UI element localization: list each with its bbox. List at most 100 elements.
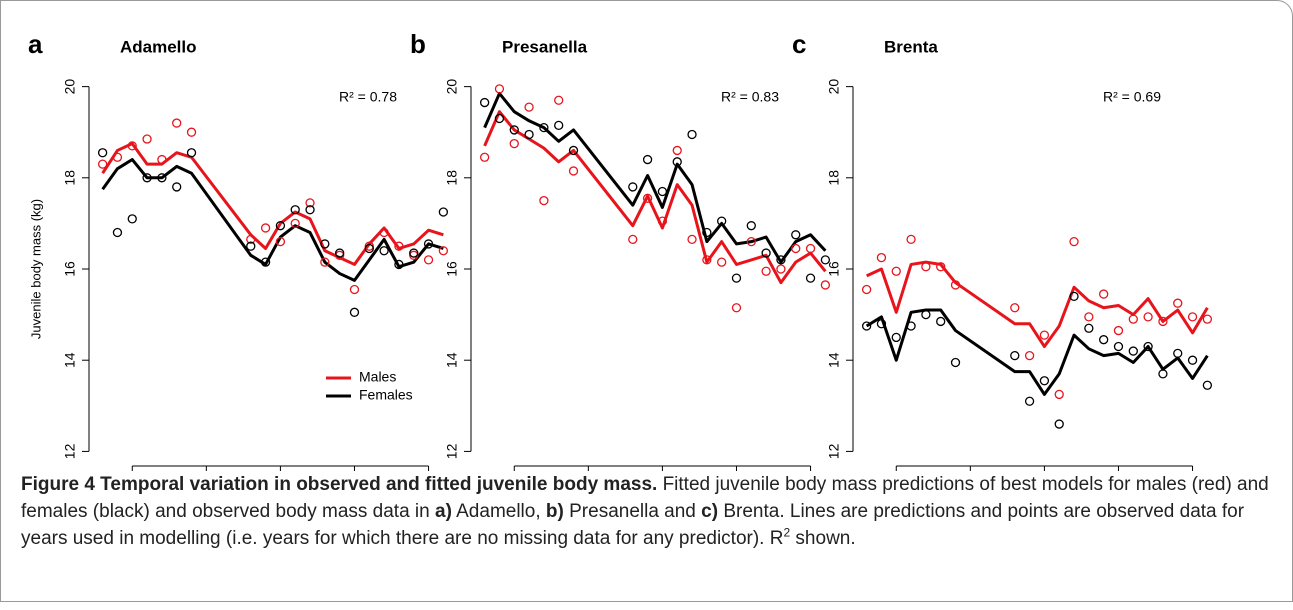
- observed-point: [717, 257, 727, 267]
- observed-point: [157, 173, 167, 183]
- observed-point: [761, 248, 771, 258]
- observed-point: [157, 154, 167, 165]
- caption-text: Presanella and: [563, 501, 702, 522]
- observed-point: [820, 255, 831, 265]
- fitted-line: [865, 308, 1209, 396]
- y-tick-label: 18: [444, 170, 460, 186]
- observed-point: [539, 195, 549, 206]
- observed-point: [1010, 303, 1020, 313]
- observed-point: [112, 152, 123, 162]
- observed-point: [509, 138, 519, 149]
- observed-point: [524, 129, 534, 140]
- observed-point: [1010, 350, 1020, 361]
- observed-point: [876, 252, 887, 263]
- legend-label: Females: [359, 387, 413, 403]
- observed-point: [320, 239, 330, 249]
- observed-point: [861, 284, 872, 295]
- caption-text: Brenta. Lines are predictions and points…: [21, 501, 1245, 549]
- observed-point: [702, 255, 712, 265]
- observed-point: [891, 266, 901, 276]
- fitted-line: [866, 260, 1209, 349]
- fitted-line: [483, 110, 827, 285]
- observed-point: [260, 223, 271, 233]
- y-tick-label: 16: [444, 261, 460, 277]
- observed-point: [1054, 419, 1064, 429]
- observed-point: [1084, 312, 1094, 322]
- observed-point: [320, 257, 330, 267]
- observed-point: [554, 120, 564, 131]
- observed-point: [568, 145, 579, 156]
- observed-point: [349, 284, 360, 295]
- observed-point: [127, 214, 137, 224]
- observed-point: [805, 243, 816, 254]
- y-tick-label: 14: [826, 352, 842, 368]
- caption-text: c): [701, 501, 719, 522]
- observed-point: [1187, 355, 1198, 365]
- observed-point: [379, 227, 389, 238]
- observed-point: [950, 357, 961, 368]
- observed-point: [438, 246, 449, 256]
- observed-point: [127, 141, 137, 151]
- y-tick-label: 12: [444, 443, 460, 459]
- annotation: R² = 0.69: [1103, 89, 1161, 105]
- observed-point: [142, 173, 152, 183]
- caption-title: Figure 4 Temporal variation in observed …: [21, 474, 658, 495]
- observed-point: [275, 236, 286, 247]
- observed-point: [642, 154, 653, 165]
- y-tick-label: 20: [444, 79, 460, 95]
- observed-point: [1039, 330, 1050, 340]
- observed-point: [1173, 348, 1183, 359]
- panel-title: Brenta: [884, 37, 938, 56]
- observed-point: [746, 221, 756, 231]
- observed-point: [861, 321, 872, 331]
- observed-point: [1158, 369, 1168, 379]
- observed-point: [494, 113, 505, 124]
- observed-point: [717, 216, 727, 226]
- caption-text: b): [545, 501, 564, 522]
- observed-point: [423, 239, 434, 249]
- panel-title: Presanella: [502, 37, 588, 56]
- observed-point: [1069, 291, 1079, 302]
- observed-point: [672, 145, 682, 156]
- observed-point: [509, 125, 519, 135]
- observed-point: [906, 234, 916, 245]
- fitted-line: [483, 91, 827, 264]
- observed-point: [906, 321, 916, 331]
- panel-label: b: [410, 29, 426, 59]
- observed-point: [820, 280, 831, 290]
- observed-point: [1187, 312, 1198, 322]
- observed-point: [568, 166, 579, 176]
- observed-point: [1054, 389, 1064, 400]
- observed-point: [290, 205, 300, 215]
- observed-point: [1069, 236, 1079, 247]
- fitted-line: [101, 158, 444, 282]
- observed-point: [657, 186, 668, 197]
- caption-text: shown.: [790, 528, 856, 549]
- observed-point: [876, 319, 887, 329]
- observed-point: [1099, 335, 1109, 345]
- observed-point: [1158, 316, 1168, 327]
- observed-point: [290, 218, 300, 229]
- observed-point: [1113, 325, 1124, 336]
- observed-point: [1024, 350, 1035, 361]
- annotation: R² = 0.83: [721, 89, 779, 105]
- observed-point: [672, 157, 682, 167]
- observed-point: [1084, 323, 1094, 333]
- caption-text: 2: [783, 525, 791, 540]
- observed-point: [1202, 314, 1213, 324]
- observed-point: [1128, 314, 1138, 324]
- observed-point: [761, 266, 771, 276]
- observed-point: [438, 207, 449, 217]
- observed-point: [805, 273, 816, 283]
- observed-point: [1024, 396, 1035, 406]
- y-tick-label: 20: [62, 79, 78, 95]
- observed-point: [687, 234, 697, 245]
- observed-point: [731, 273, 742, 283]
- annotation: R² = 0.78: [339, 89, 397, 105]
- observed-point: [1143, 312, 1153, 322]
- y-tick-label: 12: [826, 443, 842, 459]
- observed-point: [275, 221, 286, 231]
- panel-label: a: [28, 29, 43, 59]
- observed-point: [97, 159, 108, 169]
